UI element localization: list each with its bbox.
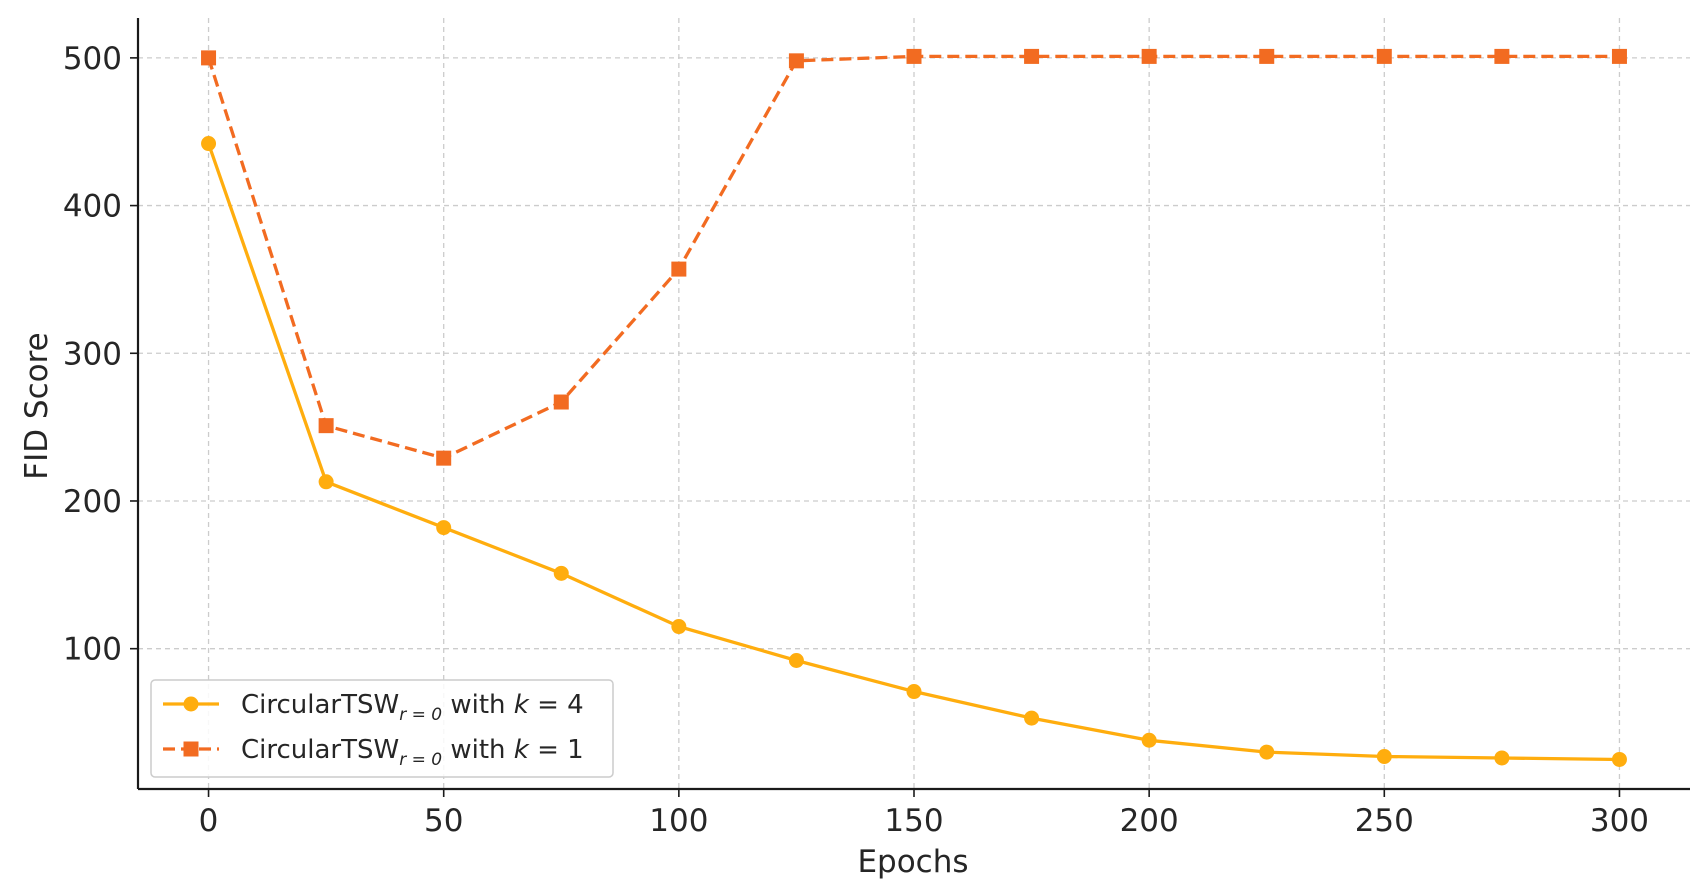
legend-label-2: CircularTSWr = 0 with k = 1 xyxy=(241,735,584,770)
data-point xyxy=(553,394,569,410)
data-point xyxy=(318,418,334,434)
series-layer xyxy=(201,48,1627,767)
legend-box xyxy=(150,679,614,778)
data-point xyxy=(436,450,452,466)
data-point xyxy=(1024,710,1040,726)
data-point xyxy=(436,520,452,536)
x-tick-label: 0 xyxy=(199,803,219,839)
axes: 0 50 100 150 200 250 300 100 200 300 400 500 xyxy=(63,18,1690,839)
y-tick-label: 500 xyxy=(63,41,122,77)
data-point xyxy=(1376,48,1392,64)
data-point xyxy=(1494,48,1510,64)
y-tick-label: 200 xyxy=(63,484,122,520)
data-point xyxy=(671,619,687,635)
legend-label-1: CircularTSWr = 0 with k = 4 xyxy=(241,690,584,725)
y-tick-label: 100 xyxy=(63,632,122,668)
data-point xyxy=(1024,48,1040,64)
data-point xyxy=(1141,48,1157,64)
data-point xyxy=(788,53,804,69)
data-point xyxy=(671,261,687,277)
legend-marker-1 xyxy=(183,696,199,712)
legend-marker-2 xyxy=(183,741,199,757)
data-point xyxy=(906,684,922,700)
series-1 xyxy=(201,136,1627,767)
data-point xyxy=(788,653,804,668)
data-point xyxy=(1494,750,1510,766)
data-point xyxy=(201,50,217,66)
x-tick-label: 100 xyxy=(649,803,708,839)
data-point xyxy=(1611,48,1627,64)
data-point xyxy=(1376,749,1392,765)
series-2 xyxy=(201,48,1627,466)
data-point xyxy=(201,136,217,152)
legend: CircularTSWr = 0 with k = 4 CircularTSWr … xyxy=(150,679,614,778)
data-point xyxy=(906,48,922,64)
data-point xyxy=(1259,48,1275,64)
y-tick-label: 400 xyxy=(63,189,122,225)
data-point xyxy=(1141,732,1157,748)
data-point xyxy=(318,474,334,490)
x-tick-label: 200 xyxy=(1120,803,1179,839)
x-tick-label: 50 xyxy=(424,803,463,839)
x-tick-label: 250 xyxy=(1355,803,1414,839)
y-axis-title: FID Score xyxy=(19,332,55,480)
grid xyxy=(138,18,1690,789)
x-axis-title: Epochs xyxy=(857,844,968,880)
data-point xyxy=(553,565,569,581)
x-tick-label: 300 xyxy=(1590,803,1649,839)
data-point xyxy=(1259,744,1275,760)
x-tick-label: 150 xyxy=(884,803,943,839)
y-tick-label: 300 xyxy=(63,336,122,372)
data-point xyxy=(1611,751,1627,767)
